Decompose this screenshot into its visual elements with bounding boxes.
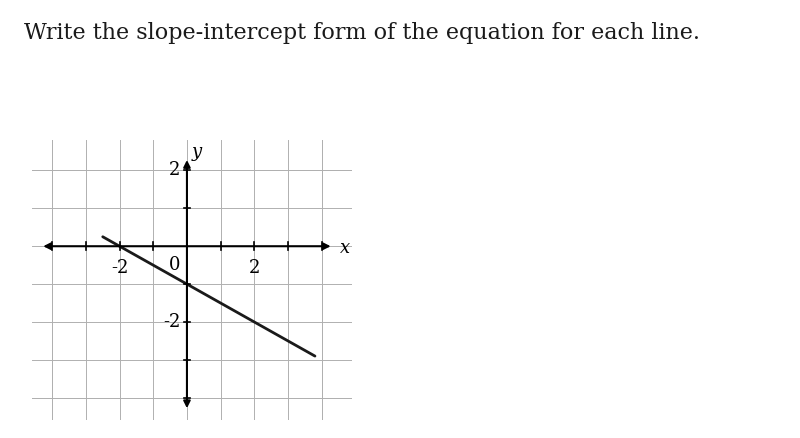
Text: 2: 2 bbox=[169, 162, 180, 180]
Text: -2: -2 bbox=[111, 259, 128, 278]
Text: 0: 0 bbox=[169, 256, 180, 274]
Text: y: y bbox=[192, 143, 202, 161]
Text: -2: -2 bbox=[163, 313, 180, 331]
Text: Write the slope-intercept form of the equation for each line.: Write the slope-intercept form of the eq… bbox=[24, 22, 700, 44]
Text: x: x bbox=[340, 239, 350, 257]
Text: 2: 2 bbox=[249, 259, 260, 278]
